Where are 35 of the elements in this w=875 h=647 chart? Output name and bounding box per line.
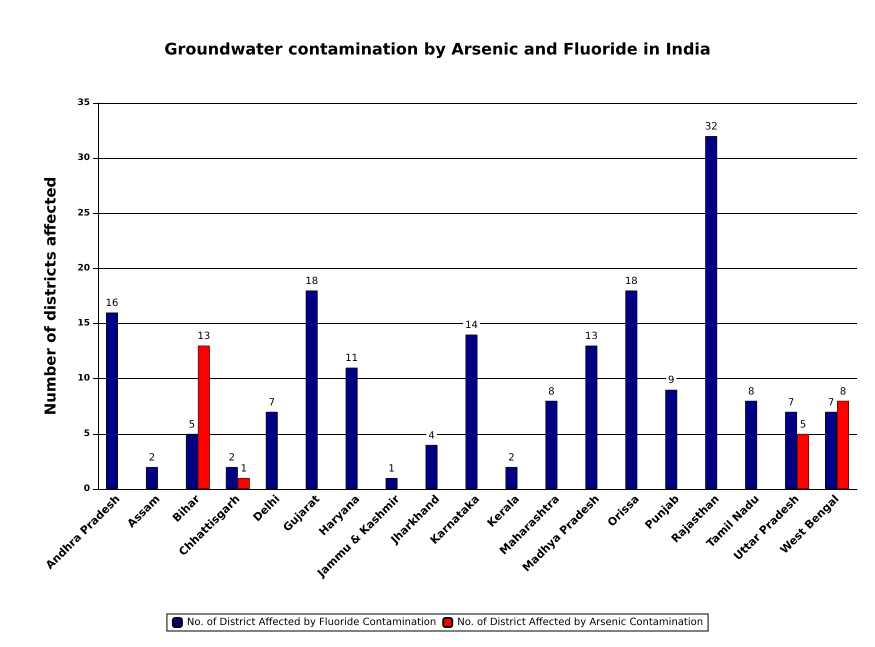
data-label: 18 (305, 276, 318, 287)
y-tick-label: 15 (77, 318, 90, 329)
data-label: 9 (668, 375, 674, 386)
data-label: 7 (788, 397, 794, 408)
y-tick-label: 0 (84, 484, 90, 494)
y-tick-label: 10 (77, 374, 90, 384)
chart-title: Groundwater contamination by Arsenic and Fluoride in India (164, 40, 711, 58)
data-label: 2 (148, 452, 156, 464)
data-label: 5 (800, 419, 806, 430)
legend-label: No. of District Affected by Arsenic Contamination (457, 617, 704, 628)
y-tick-label: 35 (77, 98, 90, 108)
data-label: 5 (188, 419, 196, 430)
data-label: 2 (228, 452, 236, 464)
y-tick-label: 25 (77, 208, 90, 218)
data-label: 14 (465, 320, 478, 332)
y-tick-label: 20 (77, 263, 90, 274)
data-label: 16 (106, 298, 118, 310)
data-label: 4 (428, 430, 435, 442)
data-label: 8 (748, 386, 754, 398)
data-label: 7 (828, 397, 834, 408)
data-label: 8 (840, 386, 846, 398)
y-axis-title: Number of districts affected (42, 176, 60, 416)
data-label: 1 (388, 463, 395, 474)
data-label: 32 (704, 122, 718, 133)
legend-label: No. of District Affected by Fluoride Contamination (186, 617, 436, 628)
data-label: 13 (197, 331, 210, 342)
y-tick-label: 30 (77, 153, 90, 164)
data-label: 11 (345, 353, 358, 364)
data-label: 8 (548, 386, 555, 398)
data-label: 1 (240, 463, 247, 474)
data-label: 2 (508, 452, 515, 464)
data-label: 18 (624, 276, 638, 287)
y-tick-label: 5 (84, 428, 90, 439)
data-label: 7 (268, 397, 275, 408)
data-label: 13 (584, 331, 598, 342)
